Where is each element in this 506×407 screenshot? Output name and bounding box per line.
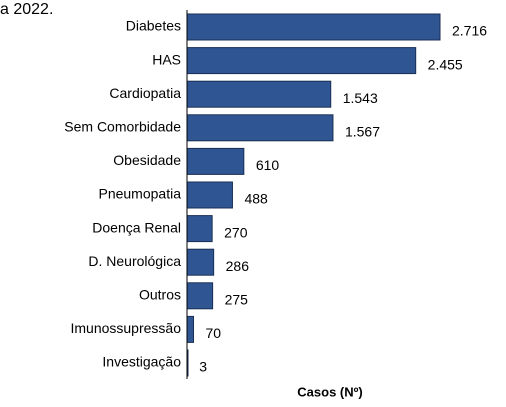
value-label: 2.716 (452, 23, 487, 39)
value-label: 70 (206, 325, 222, 341)
bar (186, 114, 334, 142)
bar (186, 282, 214, 310)
category-label: Cardiopatia (109, 85, 181, 101)
category-label: Pneumopatia (98, 186, 181, 202)
x-axis-label: Casos (Nº) (297, 384, 362, 399)
value-label: 488 (244, 191, 268, 207)
value-label: 270 (224, 224, 248, 240)
value-label: 1.543 (343, 90, 378, 106)
value-label: 2.455 (428, 56, 463, 72)
value-label: 610 (256, 157, 280, 173)
chart-title: a 2022. (0, 1, 53, 18)
category-label: D. Neurológica (88, 253, 181, 269)
category-label: Imunossupressão (70, 320, 181, 336)
value-label: 1.567 (345, 124, 380, 140)
category-label: Diabetes (126, 18, 181, 34)
bar (186, 147, 245, 175)
category-label: Sem Comorbidade (64, 119, 181, 135)
bar (186, 181, 233, 209)
value-label: 275 (225, 292, 249, 308)
bar (186, 215, 213, 243)
value-label: 286 (226, 258, 250, 274)
category-label: Outros (139, 287, 181, 303)
bar (186, 315, 195, 343)
bar (186, 248, 215, 276)
value-label: 3 (199, 359, 207, 375)
category-label: Investigação (102, 354, 181, 370)
category-label: Doença Renal (92, 219, 181, 235)
bar (186, 47, 417, 75)
bar (186, 80, 332, 108)
bar (186, 13, 441, 41)
category-label: Obesidade (113, 152, 181, 168)
category-label: HAS (152, 51, 181, 67)
